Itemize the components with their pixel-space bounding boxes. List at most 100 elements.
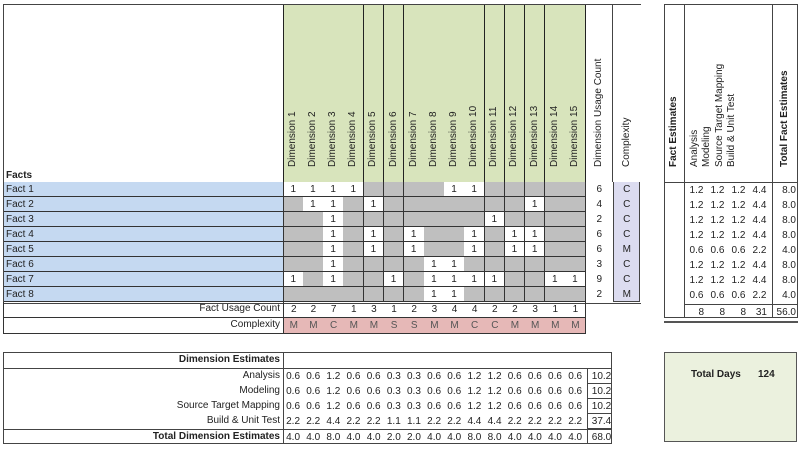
- matrix-cell[interactable]: 1: [323, 242, 344, 257]
- matrix-cell[interactable]: [424, 212, 445, 227]
- matrix-cell[interactable]: [403, 257, 425, 272]
- matrix-cell[interactable]: [484, 197, 506, 212]
- matrix-cell[interactable]: 1: [424, 257, 445, 272]
- matrix-cell[interactable]: [464, 197, 485, 212]
- matrix-cell[interactable]: [424, 182, 445, 197]
- fact-row-label[interactable]: Fact 8: [4, 287, 283, 302]
- matrix-cell[interactable]: [424, 227, 445, 242]
- matrix-cell[interactable]: [484, 242, 506, 257]
- matrix-cell[interactable]: 1: [403, 242, 425, 257]
- matrix-cell[interactable]: [484, 227, 506, 242]
- matrix-cell[interactable]: [424, 197, 445, 212]
- matrix-cell[interactable]: [464, 212, 485, 227]
- matrix-cell[interactable]: 1: [424, 272, 445, 287]
- dimension-header-8[interactable]: Dimension 8: [424, 5, 445, 182]
- matrix-cell[interactable]: [303, 287, 324, 302]
- dimension-header-6[interactable]: Dimension 6: [383, 5, 405, 182]
- matrix-cell[interactable]: [343, 257, 365, 272]
- matrix-cell[interactable]: [383, 227, 405, 242]
- matrix-cell[interactable]: 1: [565, 272, 586, 287]
- matrix-cell[interactable]: [504, 257, 526, 272]
- matrix-cell[interactable]: [504, 287, 526, 302]
- matrix-cell[interactable]: 1: [484, 272, 506, 287]
- matrix-cell[interactable]: [544, 257, 566, 272]
- dimension-header-1[interactable]: Dimension 1: [283, 5, 304, 182]
- matrix-cell[interactable]: 1: [524, 242, 546, 257]
- matrix-cell[interactable]: [524, 272, 546, 287]
- matrix-cell[interactable]: [544, 287, 566, 302]
- dimension-header-3[interactable]: Dimension 3: [323, 5, 344, 182]
- matrix-cell[interactable]: 1: [323, 197, 344, 212]
- matrix-cell[interactable]: [363, 257, 385, 272]
- matrix-cell[interactable]: 1: [323, 227, 344, 242]
- dimension-header-15[interactable]: Dimension 15: [565, 5, 586, 182]
- matrix-cell[interactable]: 1: [323, 212, 344, 227]
- matrix-cell[interactable]: [343, 242, 365, 257]
- matrix-cell[interactable]: 1: [303, 197, 324, 212]
- matrix-cell[interactable]: [323, 287, 344, 302]
- matrix-cell[interactable]: [283, 287, 304, 302]
- matrix-cell[interactable]: [363, 182, 385, 197]
- matrix-cell[interactable]: [403, 197, 425, 212]
- matrix-cell[interactable]: [444, 212, 465, 227]
- matrix-cell[interactable]: [464, 287, 485, 302]
- matrix-cell[interactable]: [565, 257, 586, 272]
- dimension-header-9[interactable]: Dimension 9: [444, 5, 465, 182]
- fact-row-label[interactable]: Fact 1: [4, 182, 283, 197]
- matrix-cell[interactable]: 1: [524, 227, 546, 242]
- fact-row-label[interactable]: Fact 6: [4, 257, 283, 272]
- matrix-cell[interactable]: [383, 242, 405, 257]
- matrix-cell[interactable]: [383, 257, 405, 272]
- matrix-cell[interactable]: [544, 182, 566, 197]
- matrix-cell[interactable]: 1: [403, 227, 425, 242]
- dimension-header-11[interactable]: Dimension 11: [484, 5, 506, 182]
- matrix-cell[interactable]: [303, 272, 324, 287]
- matrix-cell[interactable]: [303, 212, 324, 227]
- matrix-cell[interactable]: [363, 287, 385, 302]
- matrix-cell[interactable]: 1: [444, 287, 465, 302]
- matrix-cell[interactable]: 1: [524, 197, 546, 212]
- dimension-header-12[interactable]: Dimension 12: [504, 5, 526, 182]
- matrix-cell[interactable]: [343, 272, 365, 287]
- matrix-cell[interactable]: [565, 227, 586, 242]
- matrix-cell[interactable]: 1: [504, 242, 526, 257]
- matrix-cell[interactable]: [343, 212, 365, 227]
- matrix-cell[interactable]: [544, 197, 566, 212]
- matrix-cell[interactable]: 1: [323, 182, 344, 197]
- matrix-cell[interactable]: [283, 257, 304, 272]
- matrix-cell[interactable]: [403, 287, 425, 302]
- matrix-cell[interactable]: [464, 257, 485, 272]
- matrix-cell[interactable]: 1: [363, 197, 385, 212]
- matrix-cell[interactable]: [524, 287, 546, 302]
- matrix-cell[interactable]: 1: [544, 272, 566, 287]
- matrix-cell[interactable]: 1: [464, 242, 485, 257]
- dimension-header-14[interactable]: Dimension 14: [544, 5, 566, 182]
- fact-row-label[interactable]: Fact 7: [4, 272, 283, 287]
- matrix-cell[interactable]: [303, 227, 324, 242]
- matrix-cell[interactable]: [363, 272, 385, 287]
- matrix-cell[interactable]: [504, 272, 526, 287]
- matrix-cell[interactable]: [444, 197, 465, 212]
- matrix-cell[interactable]: 1: [363, 227, 385, 242]
- matrix-cell[interactable]: 1: [283, 272, 304, 287]
- matrix-cell[interactable]: [343, 227, 365, 242]
- matrix-cell[interactable]: [444, 227, 465, 242]
- matrix-cell[interactable]: [403, 182, 425, 197]
- matrix-cell[interactable]: 1: [464, 272, 485, 287]
- matrix-cell[interactable]: 1: [464, 182, 485, 197]
- matrix-cell[interactable]: [403, 272, 425, 287]
- fact-row-label[interactable]: Fact 4: [4, 227, 283, 242]
- dimension-header-5[interactable]: Dimension 5: [363, 5, 385, 182]
- matrix-cell[interactable]: [363, 212, 385, 227]
- matrix-cell[interactable]: [303, 242, 324, 257]
- matrix-cell[interactable]: 1: [504, 227, 526, 242]
- matrix-cell[interactable]: 1: [424, 287, 445, 302]
- matrix-cell[interactable]: 1: [323, 272, 344, 287]
- matrix-cell[interactable]: [303, 257, 324, 272]
- fact-row-label[interactable]: Fact 3: [4, 212, 283, 227]
- matrix-cell[interactable]: 1: [444, 182, 465, 197]
- matrix-cell[interactable]: [383, 212, 405, 227]
- matrix-cell[interactable]: 1: [484, 212, 506, 227]
- matrix-cell[interactable]: [504, 212, 526, 227]
- dimension-header-13[interactable]: Dimension 13: [524, 5, 546, 182]
